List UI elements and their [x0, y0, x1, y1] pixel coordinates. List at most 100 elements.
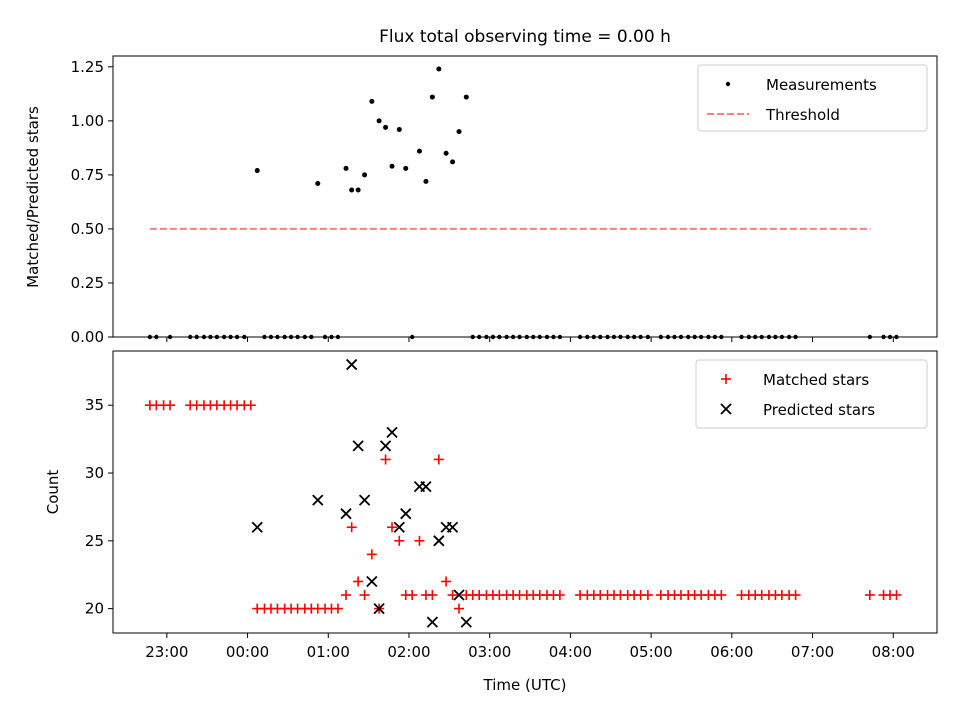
predicted-marker [379, 440, 392, 452]
measurement-point [254, 168, 260, 174]
x-tick-label: 07:00 [791, 643, 834, 661]
measurement-point [315, 181, 321, 187]
matched-marker [891, 590, 902, 601]
matched-marker [245, 400, 256, 411]
x-tick-label: 03:00 [468, 643, 511, 661]
matched-marker [394, 535, 405, 546]
predicted-marker [373, 602, 385, 615]
matched-marker [790, 590, 801, 601]
matched-marker [864, 590, 875, 601]
matched-marker [414, 535, 425, 546]
chart-title: Flux total observing time = 0.00 h [379, 27, 671, 47]
predicted-marker [366, 575, 378, 588]
measurement-point [369, 98, 375, 104]
ratio-axes-frame [112, 55, 938, 338]
matched-marker [353, 576, 364, 587]
predicted-marker [420, 480, 432, 493]
ratio-x-ticks [166, 337, 894, 342]
measurement-point [403, 165, 409, 171]
measurement-point [362, 172, 368, 178]
matched-marker [433, 454, 444, 465]
matched-marker [427, 590, 438, 601]
measurement-point [450, 159, 456, 165]
count-panel: 20 25 30 35 23:00 00:00 01:00 02:00 03:00 04:00 0… [44, 350, 938, 694]
legend-predicted-marker [720, 403, 732, 415]
y-tick-label: 1.00 [71, 112, 104, 130]
measurement-point [456, 129, 462, 135]
legend-measurements-label: Measurements [766, 76, 877, 94]
legend-threshold-label: Threshold [765, 106, 840, 124]
x-tick-label: 00:00 [226, 643, 269, 661]
measurement-point [389, 163, 395, 169]
legend-matched-marker [721, 374, 731, 384]
legend-matched-label: Matched stars [763, 371, 869, 389]
legend-predicted-label: Predicted stars [763, 401, 875, 419]
count-y-ticks: 20 25 30 35 [85, 396, 113, 618]
y-tick-label: 35 [85, 396, 104, 414]
x-tick-label: 23:00 [145, 643, 188, 661]
matched-marker [359, 590, 370, 601]
count-x-ticks: 23:00 00:00 01:00 02:00 03:00 04:00 05:00 06:00… [145, 633, 915, 661]
measurement-point [416, 148, 422, 154]
measurement-point [343, 165, 349, 171]
predicted-marker [460, 616, 472, 628]
matched-marker [454, 603, 465, 614]
count-marks [144, 358, 902, 628]
predicted-marker [251, 521, 263, 533]
matched-marker [341, 590, 352, 601]
matched-marker [165, 400, 176, 411]
predicted-marker [426, 616, 439, 628]
measurement-point [443, 150, 449, 156]
ratio-panel: 0.00 0.25 0.50 0.75 1.00 1.25 Matched/Predict… [24, 55, 938, 346]
y-tick-label: 0.75 [71, 166, 104, 184]
predicted-marker [453, 589, 465, 601]
predicted-marker [400, 508, 412, 520]
predicted-marker [352, 440, 364, 452]
y-tick-label: 25 [85, 532, 104, 550]
x-tick-label: 05:00 [629, 643, 672, 661]
predicted-marker [433, 535, 445, 547]
ratio-y-label: Matched/Predicted stars [24, 106, 42, 288]
x-tick-label: 08:00 [872, 643, 915, 661]
count-legend: Matched stars Predicted stars [695, 359, 928, 429]
predicted-marker [312, 494, 324, 506]
predicted-marker [386, 426, 398, 438]
matched-marker [346, 522, 357, 533]
matched-marker [642, 590, 653, 601]
ratio-legend-box [697, 64, 928, 132]
predicted-marker [393, 521, 405, 533]
y-tick-label: 0.50 [71, 220, 104, 238]
x-tick-label: 01:00 [307, 643, 350, 661]
measurement-point [376, 118, 382, 124]
measurement-point [349, 187, 355, 193]
ratio-legend: Measurements Threshold [697, 64, 928, 132]
x-tick-label: 06:00 [710, 643, 753, 661]
predicted-marker [358, 494, 371, 506]
y-tick-label: 0.00 [71, 328, 104, 346]
matched-marker [716, 590, 727, 601]
measurement-point [429, 94, 435, 100]
x-tick-label: 02:00 [387, 643, 430, 661]
y-tick-label: 0.25 [71, 274, 104, 292]
count-x-label: Time (UTC) [483, 676, 567, 694]
predicted-marker [346, 358, 358, 371]
matched-marker [380, 454, 391, 465]
matched-marker [332, 603, 343, 614]
predicted-marker [446, 521, 459, 533]
measurement-point [355, 187, 361, 193]
count-y-label: Count [44, 470, 62, 515]
predicted-marker [340, 508, 352, 520]
measurement-point [423, 178, 429, 184]
matched-marker [387, 522, 398, 533]
x-tick-label: 04:00 [549, 643, 592, 661]
legend-measurement-marker [725, 81, 731, 87]
y-tick-label: 30 [85, 464, 104, 482]
matched-marker [441, 576, 452, 587]
y-tick-label: 20 [85, 600, 104, 618]
matched-marker [407, 590, 418, 601]
count-axes-frame [112, 350, 938, 634]
y-tick-label: 1.25 [71, 58, 104, 76]
measurement-point [383, 124, 389, 130]
measurement-point [436, 66, 442, 72]
